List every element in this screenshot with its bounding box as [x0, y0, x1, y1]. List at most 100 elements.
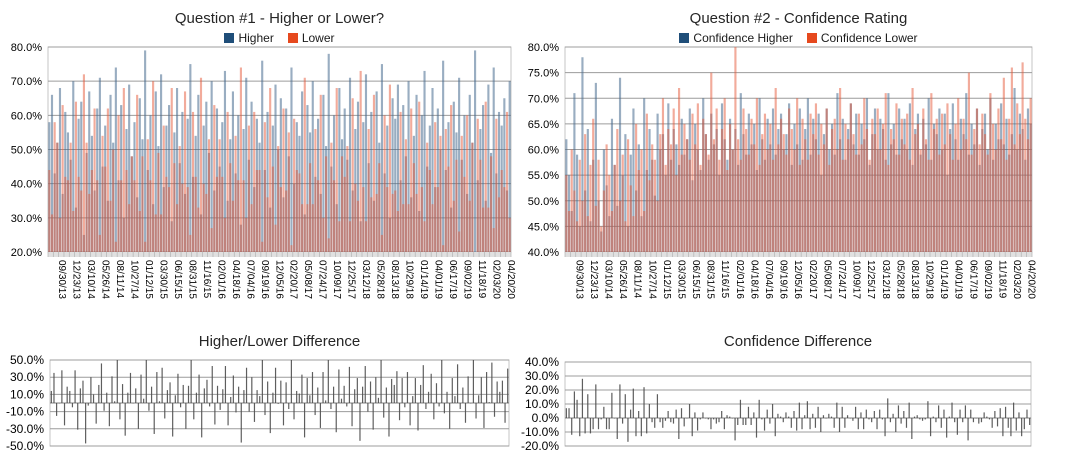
chart-q2-title: Question #2 - Confidence Rating: [689, 10, 908, 27]
legend-label-higher: Higher: [238, 31, 274, 45]
legend-swatch-lower-icon: [287, 33, 298, 43]
x-date-label: 01/12/15: [661, 260, 672, 299]
y-tick-label: 75.0%: [528, 68, 559, 80]
x-date-label: 12/25/17: [346, 260, 357, 299]
y-tick-label: 55.0%: [528, 170, 559, 182]
x-date-label: 08/13/18: [909, 260, 920, 299]
x-date-label: 06/17/19: [967, 260, 978, 299]
chart-q2-plot: 80.0% 75.0% 70.0% 65.0% 60.0% 55.0% 50.0% 45.0%…: [528, 42, 1037, 299]
legend-label-lower: Lower: [301, 31, 335, 45]
x-date-label: 08/13/18: [389, 260, 400, 299]
y-tick-label: -10.0%: [521, 425, 559, 439]
y-axis-labels: 50.0% 30.0% 10.0% -10.0% -30.0% -50.0%: [6, 353, 44, 453]
bars-lower: [48, 67, 511, 252]
x-date-label: 08/11/14: [632, 260, 643, 299]
x-date-label: 04/01/19: [432, 260, 443, 299]
axis-tick-comb: [47, 252, 512, 257]
x-date-label: 01/12/15: [143, 260, 154, 299]
x-date-label: 04/18/16: [748, 260, 759, 299]
y-tick-label: 80.0%: [528, 42, 559, 54]
x-date-label: 06/17/19: [447, 260, 458, 299]
x-date-label: 11/16/15: [201, 260, 212, 299]
y-tick-label: 60.0%: [11, 110, 42, 122]
x-date-label: 05/08/17: [302, 260, 313, 299]
x-date-label: 06/15/15: [172, 260, 183, 299]
chart-q1-title: Question #1 - Higher or Lower?: [174, 10, 385, 27]
x-date-label: 11/18/19: [997, 260, 1008, 299]
x-date-label: 02/01/16: [734, 260, 745, 299]
x-date-label: 09/30/13: [573, 260, 584, 299]
chart-diff1-title: Higher/Lower Difference: [198, 333, 361, 350]
x-date-label: 07/24/17: [836, 260, 847, 299]
x-date-label: 10/27/14: [646, 260, 657, 299]
x-date-label: 05/28/18: [375, 260, 386, 299]
x-date-label: 04/01/19: [953, 260, 964, 299]
y-tick-label: 30.0%: [11, 213, 42, 225]
gridlines: [50, 359, 509, 447]
bars-confidence-lower: [565, 47, 1032, 253]
x-date-label: 12/05/16: [273, 260, 284, 299]
x-date-label: 04/20/20: [1026, 260, 1037, 299]
legend-swatch-confidence-higher-icon: [679, 33, 690, 43]
x-date-label: 03/10/14: [85, 260, 96, 299]
x-date-label: 12/05/16: [792, 260, 803, 299]
gridlines: [48, 46, 511, 253]
legend-item-confidence-lower: Confidence Lower: [806, 31, 918, 45]
y-tick-label: 40.0%: [11, 179, 42, 191]
y-tick-label: 70.0%: [11, 76, 42, 88]
difference-bars: [565, 378, 1031, 442]
x-date-label: 03/12/18: [360, 260, 371, 299]
x-date-label: 04/20/20: [505, 260, 516, 299]
x-date-label: 10/27/14: [129, 260, 140, 299]
y-tick-label: 30.0%: [525, 369, 559, 383]
x-axis-date-labels: 09/30/13 12/23/13 03/10/14 05/26/14 08/11/14…: [573, 260, 1036, 299]
x-date-label: 03/30/15: [676, 260, 687, 299]
y-tick-label: 60.0%: [528, 145, 559, 157]
y-tick-label: 70.0%: [528, 93, 559, 105]
x-date-label: 09/19/16: [778, 260, 789, 299]
x-date-label: 05/08/17: [821, 260, 832, 299]
x-date-label: 08/31/15: [705, 260, 716, 299]
y-tick-label: -30.0%: [6, 422, 44, 436]
x-date-label: 09/02/19: [461, 260, 472, 299]
x-date-label: 03/12/18: [880, 260, 891, 299]
x-date-label: 02/20/17: [807, 260, 818, 299]
chart-diff2-title: Confidence Difference: [723, 333, 873, 350]
chart-diff1-plot: 50.0% 30.0% 10.0% -10.0% -30.0% -50.0%: [6, 353, 510, 453]
x-date-label: 06/15/15: [690, 260, 701, 299]
x-date-label: 03/30/15: [158, 260, 169, 299]
legend-swatch-confidence-lower-icon: [806, 33, 817, 43]
x-date-label: 03/10/14: [603, 260, 614, 299]
y-tick-label: 40.0%: [528, 247, 559, 259]
x-date-label: 05/26/14: [100, 260, 111, 299]
y-tick-label: 0.0%: [532, 411, 560, 425]
y-tick-label: 20.0%: [11, 247, 42, 259]
chart-q1-legend: Higher Lower: [48, 31, 511, 45]
x-date-label: 12/23/13: [588, 260, 599, 299]
gridlines: [565, 46, 1032, 253]
x-axis-date-labels: 09/30/13 12/23/13 03/10/14 05/26/14 08/11/14…: [56, 260, 516, 299]
y-tick-label: 80.0%: [11, 42, 42, 54]
x-date-label: 07/04/16: [763, 260, 774, 299]
x-date-label: 09/02/19: [982, 260, 993, 299]
x-date-label: 09/19/16: [259, 260, 270, 299]
x-date-label: 10/09/17: [331, 260, 342, 299]
x-date-label: 02/20/17: [288, 260, 299, 299]
x-date-label: 08/11/14: [114, 260, 125, 299]
legend-label-confidence-lower: Confidence Lower: [820, 31, 918, 45]
x-date-label: 01/14/19: [418, 260, 429, 299]
x-date-label: 11/18/19: [476, 260, 487, 299]
y-tick-label: 65.0%: [528, 119, 559, 131]
x-date-label: 10/29/18: [924, 260, 935, 299]
y-tick-label: -50.0%: [6, 439, 44, 453]
x-date-label: 05/26/14: [617, 260, 628, 299]
x-date-label: 04/18/16: [230, 260, 241, 299]
chart-q1-plot: 80.0% 70.0% 60.0% 50.0% 40.0% 30.0% 20.0% 09/30…: [11, 42, 516, 299]
x-date-label: 10/09/17: [851, 260, 862, 299]
y-axis-labels: 40.0%30.0%20.0%10.0%0.0%-10.0%-20.0%: [521, 355, 559, 453]
x-date-label: 09/30/13: [56, 260, 67, 299]
x-date-label: 02/01/16: [215, 260, 226, 299]
x-date-label: 01/14/19: [938, 260, 949, 299]
axis-band: [565, 252, 1032, 257]
